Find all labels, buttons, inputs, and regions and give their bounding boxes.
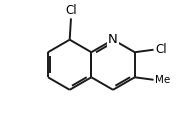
- Text: N: N: [108, 33, 118, 46]
- Text: Me: Me: [155, 75, 170, 85]
- Text: Cl: Cl: [65, 4, 77, 17]
- Text: Cl: Cl: [155, 43, 167, 56]
